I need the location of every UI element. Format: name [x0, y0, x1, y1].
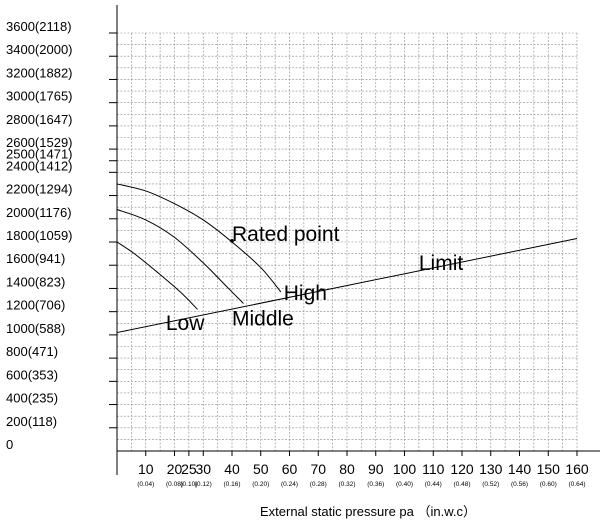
series-high-line [116, 183, 282, 293]
x-axis-label: External static pressure pa （in.w.c） [260, 504, 476, 519]
x-tick-sublabel: (0.52) [482, 481, 499, 488]
y-tick-label: 1400(823) [6, 274, 65, 289]
x-tick-label: 30 [195, 461, 211, 477]
y-tick-label: 0 [6, 437, 13, 452]
y-tick-label: 1800(1059) [6, 228, 73, 243]
x-tick-label: 70 [310, 461, 326, 477]
x-tick-sublabel: (0.20) [252, 481, 269, 488]
x-tick-sublabel: (0.64) [569, 481, 586, 488]
x-tick-sublabel: (0.12) [195, 481, 212, 488]
x-tick-label: 150 [537, 461, 561, 477]
x-tick-label: 50 [253, 461, 269, 477]
y-tick-label: 600(353) [6, 367, 58, 382]
x-tick-label: 40 [224, 461, 240, 477]
annotation-rated-point: Rated point [232, 223, 340, 246]
annotation-limit: Limit [419, 252, 464, 275]
y-tick-label: 3400(2000) [6, 42, 73, 57]
series-lines [116, 183, 578, 334]
axes [109, 5, 600, 475]
annotation-high: High [284, 282, 327, 305]
y-tick-label: 2800(1647) [6, 112, 73, 127]
x-tick-sublabel: (0.40) [396, 481, 413, 488]
x-tick-sublabel: (0.48) [454, 481, 471, 488]
x-tick-label: 10 [138, 461, 154, 477]
annotations: Rated point Limit High Middle Low [166, 223, 464, 335]
grid [117, 32, 578, 451]
y-tick-label: 3200(1882) [6, 65, 73, 80]
x-tick-label: 110 [422, 461, 445, 477]
x-tick-sublabel: (0.44) [425, 481, 442, 488]
x-tick-label: 160 [565, 461, 589, 477]
y-tick-labels: 0 200(118) 400(235) 600(353) 800(471) 1000(58… [6, 19, 73, 452]
x-tick-label: 25 [181, 461, 197, 477]
y-tick-label: 1600(941) [6, 251, 65, 266]
y-tick-label: 2400(1412) [6, 158, 73, 173]
x-tick-labels: 10 (0.04) 20 (0.08) 25 (0.10) 30 (0.12) 40 (0.16)… [137, 461, 589, 488]
x-tick-sublabel: (0.24) [281, 481, 298, 488]
y-tick-label: 2600(1529) [6, 135, 73, 150]
x-tick-sublabel: (0.36) [367, 481, 384, 488]
y-tick-label: 800(471) [6, 344, 58, 359]
x-tick-label: 120 [450, 461, 474, 477]
x-tick-sublabel: (0.04) [137, 481, 154, 488]
x-tick-sublabel: (0.10) [180, 481, 197, 488]
x-tick-label: 130 [479, 461, 503, 477]
y-tick-label: 1000(588) [6, 321, 65, 336]
x-tick-label: 80 [339, 461, 355, 477]
series-middle-line [116, 209, 244, 304]
x-tick-label: 140 [508, 461, 532, 477]
y-tick-label: 1200(706) [6, 298, 65, 313]
x-tick-sublabel: (0.16) [224, 481, 241, 488]
y-tick-label: 3000(1765) [6, 89, 73, 104]
x-tick-sublabel: (0.32) [339, 481, 356, 488]
x-tick-label: 100 [393, 461, 417, 477]
y-tick-label: 2000(1176) [6, 205, 72, 220]
x-tick-sublabel: (0.28) [310, 481, 327, 488]
x-tick-sublabel: (0.08) [166, 481, 183, 488]
y-tick-label: 2500(1471) [6, 147, 73, 162]
series-limit-line [116, 238, 578, 334]
y-tick-label: 3600(2118) [6, 19, 72, 34]
x-tick-label: 60 [282, 461, 298, 477]
y-tick-label: 2200(1294) [6, 182, 73, 197]
x-tick-sublabel: (0.56) [511, 481, 528, 488]
annotation-middle: Middle [232, 308, 294, 331]
x-tick-label: 20 [167, 461, 183, 477]
rated-point-marker [230, 239, 234, 243]
y-tick-label: 200(118) [6, 414, 57, 429]
annotation-low: Low [166, 312, 205, 335]
series-low-line [116, 241, 198, 310]
x-tick-label: 90 [368, 461, 384, 477]
y-tick-label: 400(235) [6, 391, 58, 406]
x-tick-sublabel: (0.60) [540, 481, 557, 488]
